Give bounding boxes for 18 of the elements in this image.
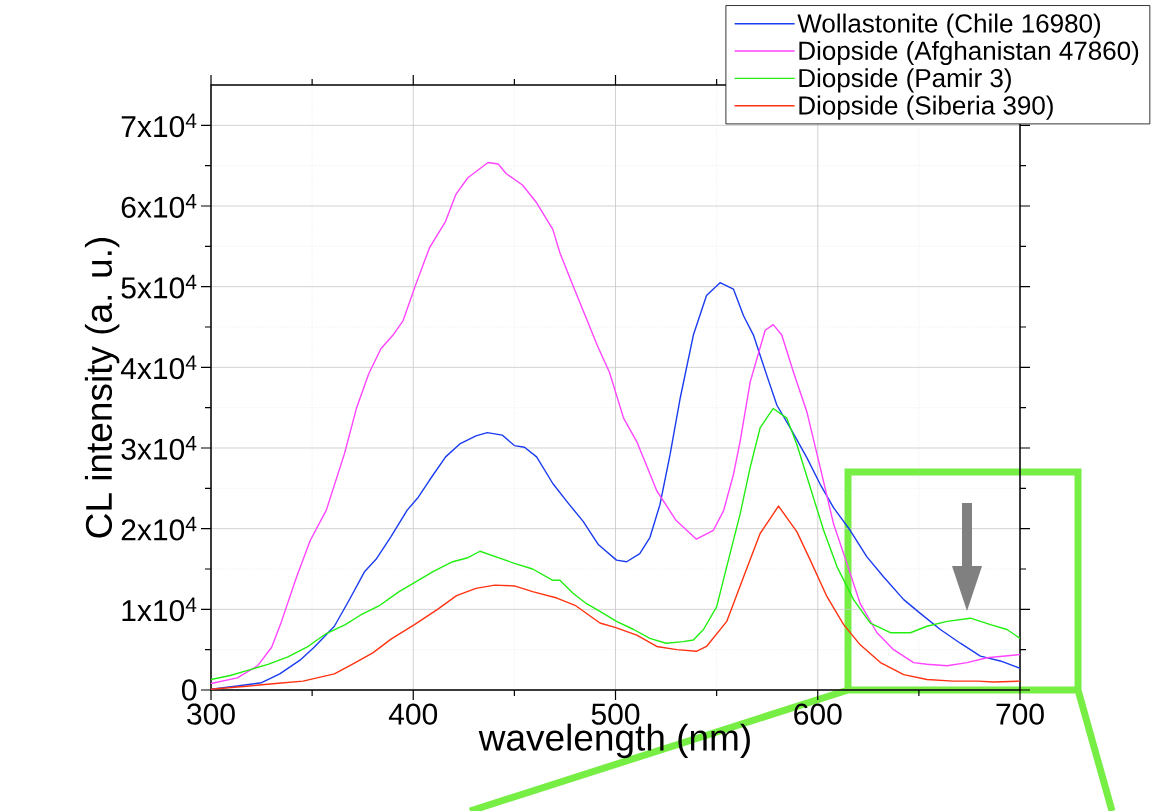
legend-label: Diopside (Afghanistan 47860) [799,40,1139,66]
legend-label: Diopside (Siberia 390) [799,95,1053,120]
x-tick-label: 600 [794,703,842,725]
y-tick-label: 4x10$^{4}$ [120,355,197,380]
x-tick-label: 300 [187,703,235,725]
x-tick-label: 500 [591,703,640,725]
x-tick-label: 700 [996,703,1044,725]
y-tick-label: 6x10$^{4}$ [121,194,197,218]
y-tick-label: 7x10$^{4}$ [121,113,197,138]
y-tick-label: 2x10$^{4}$ [121,516,197,541]
x-tick-label: 400 [388,703,438,725]
y-tick-label: 1x10$^{4}$ [122,597,197,622]
y-axis-title: CL intensity (a. u.) [84,238,120,538]
legend-label: Wollastonite (Chile 16980) [797,13,1101,38]
y-tick-label: 3x10$^{4}$ [121,436,197,460]
legend-label: Diopside (Pamir 3) [799,68,1011,93]
y-tick-label: 5x10$^{4}$ [121,274,197,299]
y-tick-label: 0 [181,679,197,701]
